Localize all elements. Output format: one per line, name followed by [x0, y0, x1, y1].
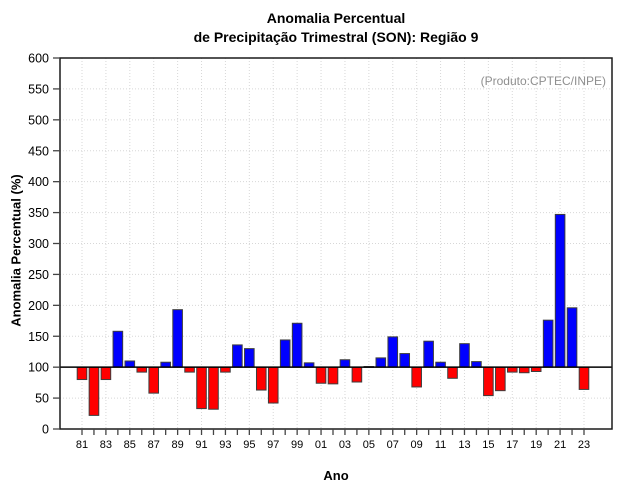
- bar-02: [327, 366, 339, 385]
- bar-22: [566, 307, 578, 368]
- bar-12: [447, 366, 458, 379]
- bar-84: [112, 330, 124, 368]
- bar-21: [554, 213, 566, 368]
- x-tick-label: 85: [124, 439, 136, 451]
- chart-title: Anomalia Percentual de Precipitação Trim…: [60, 9, 612, 47]
- y-tick-label: 300: [28, 237, 49, 251]
- y-tick-label: 250: [28, 268, 49, 282]
- y-tick-label: 400: [28, 175, 49, 189]
- bar-10: [423, 340, 434, 368]
- y-axis-title: Anomalia Percentual (%): [8, 174, 24, 327]
- y-tick-label: 200: [28, 299, 49, 313]
- bar-94: [232, 344, 243, 368]
- y-tick-label: 150: [28, 330, 49, 344]
- x-tick-label: 87: [148, 439, 160, 451]
- x-tick-label: 07: [387, 439, 399, 451]
- y-tick-label: 50: [35, 392, 49, 406]
- bar-85: [124, 360, 136, 368]
- chart-title-line2: de Precipitação Trimestral (SON): Região…: [193, 29, 479, 45]
- bar-06: [375, 357, 387, 368]
- y-tick-label: 550: [28, 82, 49, 96]
- bar-03: [339, 359, 351, 368]
- bar-96: [255, 366, 267, 391]
- x-axis-title: Ano: [323, 468, 349, 483]
- y-tick-label: 600: [28, 52, 49, 66]
- x-tick-label: 99: [291, 439, 303, 451]
- x-tick-label: 17: [506, 439, 518, 451]
- x-tick-label: 09: [411, 439, 423, 451]
- x-tick-label: 15: [482, 439, 494, 451]
- bar-08: [399, 353, 411, 368]
- bar-83: [100, 366, 112, 381]
- x-tick-label: 83: [100, 439, 112, 451]
- x-tick-label: 91: [195, 439, 207, 451]
- x-tick-label: 93: [219, 439, 231, 451]
- chart-title-line1: Anomalia Percentual: [266, 10, 406, 26]
- x-tick-label: 03: [339, 439, 351, 451]
- y-tick-label: 350: [28, 206, 49, 220]
- bar-92: [208, 366, 219, 410]
- x-tick-label: 21: [554, 439, 566, 451]
- bar-09: [411, 366, 422, 388]
- bar-87: [148, 366, 160, 394]
- bar-98: [279, 339, 291, 368]
- bar-20: [542, 319, 554, 368]
- x-tick-label: 05: [363, 439, 375, 451]
- y-tick-label: 0: [42, 423, 49, 437]
- y-tick-label: 100: [28, 361, 49, 375]
- x-tick-label: 13: [458, 439, 470, 451]
- bar-99: [291, 322, 303, 368]
- bar-95: [244, 348, 255, 368]
- bar-16: [495, 366, 506, 392]
- x-tick-label: 19: [530, 439, 542, 451]
- bar-18: [518, 366, 530, 374]
- x-tick-label: 81: [76, 439, 88, 451]
- bar-82: [88, 366, 100, 416]
- x-tick-label: 89: [171, 439, 183, 451]
- bar-04: [351, 366, 363, 383]
- bar-07: [387, 336, 399, 368]
- y-tick-label: 450: [28, 144, 49, 158]
- bar-23: [578, 366, 590, 390]
- bar-01: [315, 366, 327, 384]
- bar-97: [267, 366, 279, 404]
- x-tick-label: 95: [243, 439, 255, 451]
- x-tick-label: 23: [578, 439, 590, 451]
- source-annotation: (Produto:CPTEC/INPE): [480, 74, 606, 88]
- x-tick-label: 97: [267, 439, 279, 451]
- bar-91: [196, 366, 207, 410]
- bar-81: [76, 366, 88, 381]
- y-tick-label: 500: [28, 113, 49, 127]
- x-tick-label: 11: [435, 439, 446, 451]
- bar-13: [459, 343, 470, 368]
- bar-14: [471, 361, 482, 368]
- bar-15: [483, 366, 494, 397]
- bar-89: [172, 309, 183, 368]
- x-tick-label: 01: [315, 439, 327, 451]
